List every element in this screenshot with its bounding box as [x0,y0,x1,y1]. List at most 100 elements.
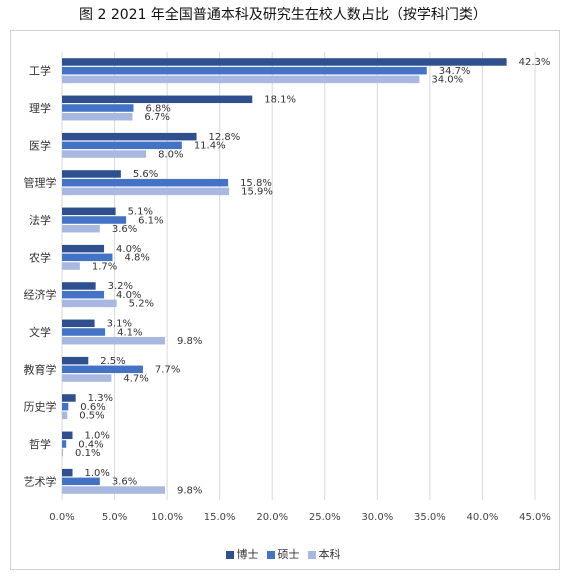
chart-title: 图 2 2021 年全国普通本科及研究生在校人数占比（按学科门类） [79,7,487,23]
data-label: 15.8% [240,178,272,189]
legend-item: 博士 [225,546,259,562]
bar [62,178,229,187]
bars [62,58,507,494]
data-label: 2.5% [100,356,125,367]
data-label: 5.2% [129,299,154,310]
bar [62,104,134,112]
data-label: 4.8% [124,253,149,264]
data-labels: 42.3% 34.7%34.0% 18.1% 6.8%6.7% 12.8%11.4% 8.… [75,57,550,496]
legend-item: 硕士 [266,546,300,562]
bar [62,328,106,336]
data-label: 6.8% [145,103,170,114]
data-label: 34.0% [431,75,463,86]
data-label: 42.3% [519,57,551,68]
bar [62,319,95,328]
data-label: 9.8% [177,485,202,496]
bar [62,95,253,104]
bar [62,299,117,308]
bar [62,224,100,233]
data-label: 1.0% [85,468,110,479]
data-label: 3.2% [108,281,133,292]
bar [62,150,147,158]
category-label: 农学 [29,250,51,264]
x-tick-label: 45.0% [519,512,551,523]
x-tick-label: 40.0% [467,512,499,523]
category-label: 历史学 [24,400,57,414]
data-label: 4.0% [116,244,141,255]
x-tick-label: 0.0% [49,512,74,523]
category-label: 文学 [29,325,51,339]
x-tick-label: 35.0% [414,512,446,523]
bar [62,58,507,66]
bar [62,112,133,121]
data-label: 1.7% [92,261,117,272]
data-label: 3.6% [112,224,137,235]
bar [62,440,67,448]
bar [62,66,427,75]
bar [62,132,197,141]
data-label: 15.9% [241,187,273,198]
legend-swatch [307,551,316,559]
bar [62,282,96,290]
bar [62,431,73,440]
category-label: 法学 [29,213,51,227]
bar [62,477,100,486]
category-label: 经济学 [24,288,57,302]
legend: 博士 硕士 本科 [0,546,566,562]
bar [62,170,121,178]
gridlines [61,52,536,500]
data-label: 4.1% [117,327,142,338]
bar [62,486,166,494]
x-tick-label: 30.0% [361,512,393,523]
bar [62,468,73,477]
data-label: 6.1% [138,215,163,226]
bar [62,448,64,457]
x-tick-label: 25.0% [309,512,341,523]
data-label: 11.4% [194,141,226,152]
bar [62,187,230,196]
bar [62,290,105,299]
x-tick-labels: 0.0% 5.0% 10.0% 15.0% 20.0% 25.0% 30.0% 35.0% 40… [49,512,551,523]
legend-label: 博士 [236,548,259,561]
category-label: 哲学 [29,437,51,451]
x-tick-label: 20.0% [256,512,288,523]
legend-item: 本科 [307,546,341,562]
data-label: 3.1% [107,319,132,330]
data-label: 7.7% [155,365,180,376]
bar [62,336,166,345]
x-tick-label: 5.0% [102,512,127,523]
bar [62,411,68,420]
data-label: 5.1% [128,207,153,218]
data-label: 8.0% [158,149,183,160]
category-label: 艺术学 [24,474,57,488]
data-label: 4.7% [123,373,148,384]
legend-label: 本科 [318,548,341,561]
bar [62,262,80,270]
bar [62,402,69,411]
data-label: 0.6% [80,402,105,413]
data-label: 1.3% [88,393,113,404]
category-label: 教育学 [24,362,57,376]
bar [62,75,420,84]
legend-swatch [266,551,275,559]
data-label: 12.8% [209,132,241,143]
data-label: 0.1% [75,448,100,459]
bar [62,356,89,365]
data-label: 6.7% [144,112,169,123]
legend-label: 硕士 [277,548,300,561]
category-label: 工学 [29,64,51,78]
data-label: 0.4% [78,439,103,450]
bar [62,394,76,402]
bar [62,253,113,262]
bar [62,207,116,216]
data-label: 18.1% [264,95,296,106]
data-label: 5.6% [133,169,158,180]
x-tick-label: 15.0% [204,512,236,523]
category-label: 理学 [29,101,51,115]
data-label: 3.6% [112,477,137,488]
data-label: 0.5% [79,411,104,422]
category-label: 医学 [29,138,51,152]
data-label: 34.7% [439,66,471,77]
